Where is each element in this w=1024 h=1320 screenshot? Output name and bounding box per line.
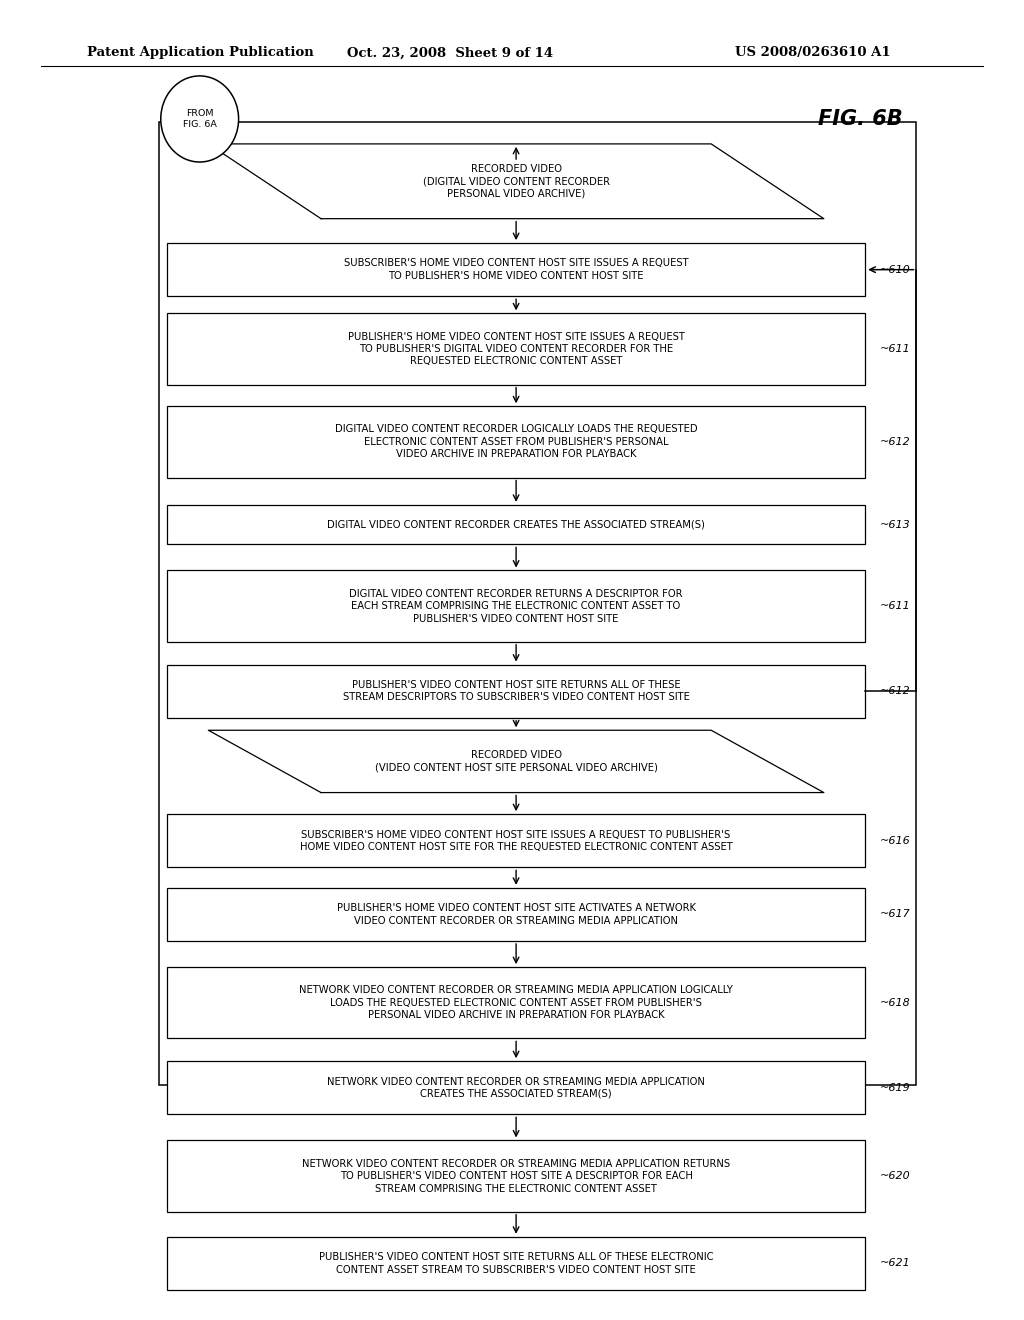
FancyBboxPatch shape	[167, 243, 865, 296]
Text: ~612: ~612	[880, 437, 910, 447]
Polygon shape	[208, 144, 824, 219]
FancyBboxPatch shape	[167, 570, 865, 642]
Bar	[159, 123, 916, 1085]
FancyBboxPatch shape	[167, 664, 865, 718]
Circle shape	[161, 77, 239, 162]
Text: SUBSCRIBER'S HOME VIDEO CONTENT HOST SITE ISSUES A REQUEST
TO PUBLISHER'S HOME V: SUBSCRIBER'S HOME VIDEO CONTENT HOST SIT…	[344, 259, 688, 281]
Text: ~620: ~620	[880, 1171, 910, 1181]
Text: PUBLISHER'S VIDEO CONTENT HOST SITE RETURNS ALL OF THESE ELECTRONIC
CONTENT ASSE: PUBLISHER'S VIDEO CONTENT HOST SITE RETU…	[318, 1253, 714, 1275]
FancyBboxPatch shape	[167, 1237, 865, 1290]
FancyBboxPatch shape	[167, 1140, 865, 1212]
Text: ~617: ~617	[880, 909, 910, 919]
Text: NETWORK VIDEO CONTENT RECORDER OR STREAMING MEDIA APPLICATION LOGICALLY
LOADS TH: NETWORK VIDEO CONTENT RECORDER OR STREAM…	[299, 985, 733, 1020]
Text: DIGITAL VIDEO CONTENT RECORDER RETURNS A DESCRIPTOR FOR
EACH STREAM COMPRISING T: DIGITAL VIDEO CONTENT RECORDER RETURNS A…	[349, 589, 683, 623]
Text: PUBLISHER'S VIDEO CONTENT HOST SITE RETURNS ALL OF THESE
STREAM DESCRIPTORS TO S: PUBLISHER'S VIDEO CONTENT HOST SITE RETU…	[343, 680, 689, 702]
Text: FIG. 6B: FIG. 6B	[818, 110, 902, 129]
Text: ~619: ~619	[880, 1082, 910, 1093]
Text: ~616: ~616	[880, 836, 910, 846]
Text: US 2008/0263610 A1: US 2008/0263610 A1	[735, 46, 891, 59]
Text: DIGITAL VIDEO CONTENT RECORDER CREATES THE ASSOCIATED STREAM(S): DIGITAL VIDEO CONTENT RECORDER CREATES T…	[327, 520, 706, 529]
FancyBboxPatch shape	[167, 1061, 865, 1114]
FancyBboxPatch shape	[167, 407, 865, 478]
Text: NETWORK VIDEO CONTENT RECORDER OR STREAMING MEDIA APPLICATION RETURNS
TO PUBLISH: NETWORK VIDEO CONTENT RECORDER OR STREAM…	[302, 1159, 730, 1193]
Text: RECORDED VIDEO
(VIDEO CONTENT HOST SITE PERSONAL VIDEO ARCHIVE): RECORDED VIDEO (VIDEO CONTENT HOST SITE …	[375, 750, 657, 772]
FancyBboxPatch shape	[167, 504, 865, 544]
FancyBboxPatch shape	[167, 968, 865, 1039]
FancyBboxPatch shape	[167, 814, 865, 867]
FancyBboxPatch shape	[167, 888, 865, 941]
Text: ~611: ~611	[880, 601, 910, 611]
Text: Oct. 23, 2008  Sheet 9 of 14: Oct. 23, 2008 Sheet 9 of 14	[347, 46, 554, 59]
Text: FROM
FIG. 6A: FROM FIG. 6A	[182, 110, 217, 129]
Polygon shape	[208, 730, 824, 792]
Text: NETWORK VIDEO CONTENT RECORDER OR STREAMING MEDIA APPLICATION
CREATES THE ASSOCI: NETWORK VIDEO CONTENT RECORDER OR STREAM…	[327, 1077, 706, 1100]
Text: ~618: ~618	[880, 998, 910, 1007]
Text: ~613: ~613	[880, 520, 910, 529]
Text: ~612: ~612	[880, 686, 910, 696]
Text: DIGITAL VIDEO CONTENT RECORDER LOGICALLY LOADS THE REQUESTED
ELECTRONIC CONTENT : DIGITAL VIDEO CONTENT RECORDER LOGICALLY…	[335, 425, 697, 459]
Text: Patent Application Publication: Patent Application Publication	[87, 46, 313, 59]
FancyBboxPatch shape	[167, 313, 865, 384]
Text: RECORDED VIDEO
(DIGITAL VIDEO CONTENT RECORDER
PERSONAL VIDEO ARCHIVE): RECORDED VIDEO (DIGITAL VIDEO CONTENT RE…	[423, 164, 609, 199]
Text: PUBLISHER'S HOME VIDEO CONTENT HOST SITE ACTIVATES A NETWORK
VIDEO CONTENT RECOR: PUBLISHER'S HOME VIDEO CONTENT HOST SITE…	[337, 903, 695, 925]
Text: ~611: ~611	[880, 345, 910, 354]
Text: ~610: ~610	[880, 265, 910, 275]
Text: SUBSCRIBER'S HOME VIDEO CONTENT HOST SITE ISSUES A REQUEST TO PUBLISHER'S
HOME V: SUBSCRIBER'S HOME VIDEO CONTENT HOST SIT…	[300, 829, 732, 851]
Text: PUBLISHER'S HOME VIDEO CONTENT HOST SITE ISSUES A REQUEST
TO PUBLISHER'S DIGITAL: PUBLISHER'S HOME VIDEO CONTENT HOST SITE…	[348, 331, 684, 367]
Text: ~621: ~621	[880, 1258, 910, 1269]
